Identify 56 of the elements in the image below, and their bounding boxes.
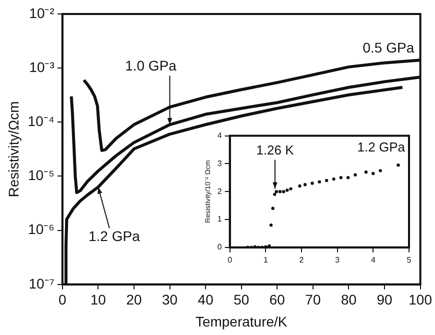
point: [332, 177, 336, 181]
point: [396, 163, 400, 167]
point: [278, 190, 282, 194]
point: [339, 176, 343, 180]
point: [274, 190, 278, 194]
y-axis-title: Resistivity/Ωcm: [5, 101, 22, 198]
point: [372, 172, 375, 176]
point: [271, 206, 274, 210]
annotation: 1.26 K: [256, 142, 294, 158]
x-tick-label: 100: [408, 292, 432, 308]
x-tick-label: 5: [406, 255, 412, 264]
point: [324, 178, 328, 182]
point: [286, 188, 289, 192]
annotation: 0.5 GPa: [362, 40, 414, 56]
y-tick-label: 10⁻⁷: [28, 275, 54, 292]
y-tick-label: 4: [217, 131, 222, 140]
x-tick-label: 80: [340, 292, 357, 308]
point: [289, 187, 292, 190]
x-tick-label: 10: [90, 292, 106, 308]
x-tick-label: 90: [376, 292, 393, 308]
annotation: 1.2 GPa: [88, 228, 140, 244]
point: [303, 183, 307, 186]
x-tick-label: 0: [228, 255, 233, 264]
annotation: 1.2 GPa: [357, 139, 406, 154]
x-tick-label: 2: [299, 255, 304, 264]
y-tick-label: 10⁻²: [29, 4, 55, 21]
point: [310, 182, 314, 185]
annotation: 1.0 GPa: [125, 57, 177, 74]
point: [318, 180, 322, 184]
point: [346, 176, 350, 180]
x-tick-label: 1: [263, 255, 268, 264]
x-tick-label: 3: [335, 255, 340, 264]
x-tick-label: 20: [126, 292, 142, 308]
y-tick-label: 0: [217, 242, 222, 252]
y-tick-label: 10⁻⁶: [28, 221, 54, 238]
y-tick-label: 10⁻⁵: [28, 167, 54, 184]
point: [378, 169, 382, 172]
x-tick-label: 0: [58, 292, 66, 308]
y-tick-label: 2: [217, 186, 222, 196]
y-tick-label: 10⁻⁴: [28, 113, 54, 130]
x-tick-label: 70: [305, 292, 321, 308]
x-tick-label: 40: [198, 292, 214, 308]
y-tick-label: 3: [217, 158, 222, 168]
point: [354, 173, 357, 176]
y-tick-label: 10⁻³: [29, 58, 55, 75]
x-tick-label: 60: [269, 292, 286, 308]
point: [298, 184, 302, 188]
x-tick-label: 30: [162, 292, 178, 308]
point: [269, 223, 273, 227]
x-tick-label: 4: [370, 255, 376, 264]
x-axis-title: Temperature/K: [195, 313, 288, 330]
point: [273, 192, 276, 196]
point: [364, 170, 368, 174]
point: [282, 190, 286, 194]
x-tick-label: 50: [234, 292, 250, 308]
y-tick-label: 1: [217, 214, 222, 224]
